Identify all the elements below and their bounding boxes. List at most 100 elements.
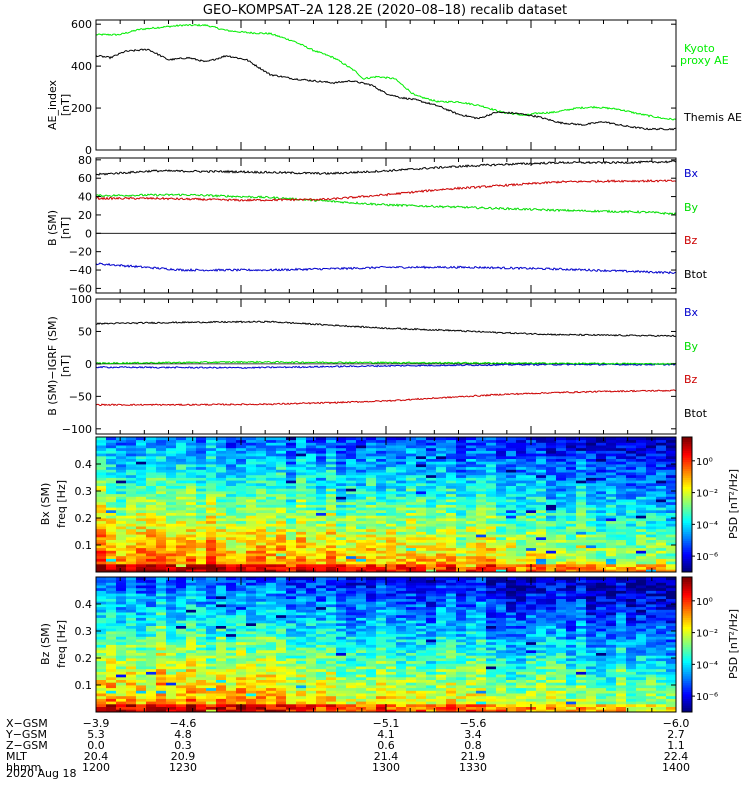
spectrogram-cell bbox=[96, 504, 107, 508]
colorbar-cell bbox=[682, 549, 692, 553]
spectrogram-cell bbox=[286, 585, 297, 589]
spectrogram-cell bbox=[276, 447, 287, 451]
spectrogram-cell bbox=[296, 480, 307, 484]
spectrogram-cell bbox=[216, 464, 227, 468]
spectrogram-cell bbox=[246, 652, 257, 656]
spectrogram-cell bbox=[186, 445, 197, 449]
spectrogram-cell bbox=[486, 545, 497, 549]
spectrogram-cell bbox=[346, 496, 357, 500]
spectrogram-cell bbox=[356, 649, 367, 653]
spectrogram-cell bbox=[306, 649, 317, 653]
spectrogram-cell bbox=[366, 577, 377, 581]
spectrogram-cell bbox=[266, 671, 277, 675]
spectrogram-cell bbox=[476, 488, 487, 492]
spectrogram-cell bbox=[666, 553, 677, 557]
spectrogram-cell bbox=[656, 447, 667, 451]
spectrogram-cell bbox=[406, 534, 417, 538]
spectrogram-cell bbox=[306, 504, 317, 508]
spectrogram-cell bbox=[626, 491, 637, 495]
spectrogram-cell bbox=[256, 647, 267, 651]
spectrogram-cell bbox=[646, 493, 657, 497]
spectrogram-cell bbox=[526, 528, 537, 532]
spectrogram-cell bbox=[356, 614, 367, 618]
spectrogram-cell bbox=[326, 585, 337, 589]
spectrogram-cell bbox=[216, 496, 227, 500]
spectrogram-cell bbox=[456, 442, 467, 446]
spectrogram-cell bbox=[466, 555, 477, 559]
spectrogram-cell bbox=[346, 587, 357, 591]
spectrogram-cell bbox=[176, 625, 187, 629]
spectrogram-cell bbox=[446, 442, 457, 446]
spectrogram-cell bbox=[356, 676, 367, 680]
spectrogram-cell bbox=[316, 561, 327, 565]
spectrogram-cell bbox=[466, 561, 477, 565]
spectrogram-cell bbox=[136, 555, 147, 559]
spectrogram-cell bbox=[416, 485, 427, 489]
spectrogram-cell bbox=[286, 703, 297, 707]
spectrogram-cell bbox=[346, 609, 357, 613]
spectrogram-cell bbox=[216, 604, 227, 608]
spectrogram-cell bbox=[636, 488, 647, 492]
spectrogram-cell bbox=[376, 555, 387, 559]
spectrogram-cell bbox=[186, 520, 197, 524]
series-line-by bbox=[95, 193, 677, 216]
spectrogram-cell bbox=[456, 445, 467, 449]
spectrogram-cell bbox=[246, 528, 257, 532]
spectrogram-cell bbox=[546, 561, 557, 565]
spectrogram-cell bbox=[166, 569, 177, 573]
spectrogram-cell bbox=[206, 561, 217, 565]
spectrogram-cell bbox=[286, 658, 297, 662]
spectrogram-cell bbox=[286, 633, 297, 637]
spectrogram-cell bbox=[246, 698, 257, 702]
legend-igrf-btot: Btot bbox=[684, 407, 708, 420]
spectrogram-cell bbox=[646, 542, 657, 546]
spectrogram-cell bbox=[96, 445, 107, 449]
spectrogram-cell bbox=[256, 606, 267, 610]
spectrogram-cell bbox=[356, 450, 367, 454]
spectrogram-cell bbox=[106, 579, 117, 583]
spectrogram-cell bbox=[126, 612, 137, 616]
spectrogram-cell bbox=[376, 523, 387, 527]
spectrogram-cell bbox=[166, 587, 177, 591]
spectrogram-cell bbox=[116, 614, 127, 618]
spectrogram-cell bbox=[336, 666, 347, 670]
spectrogram-cell bbox=[546, 496, 557, 500]
spectrogram-cell bbox=[296, 577, 307, 581]
spectrogram-cell bbox=[176, 512, 187, 516]
spectrogram-cell bbox=[306, 526, 317, 530]
spectrogram-cell bbox=[336, 469, 347, 473]
spectrogram-cell bbox=[96, 671, 107, 675]
spectrogram-cell bbox=[356, 595, 367, 599]
spectrogram-cell bbox=[506, 545, 517, 549]
spectrogram-cell bbox=[136, 450, 147, 454]
spectrogram-cell bbox=[216, 631, 227, 635]
spectrogram-cell bbox=[146, 595, 157, 599]
spectrogram-cell bbox=[236, 518, 247, 522]
spectrogram-cell bbox=[446, 447, 457, 451]
spectrogram-cell bbox=[486, 496, 497, 500]
spectrogram-cell bbox=[216, 663, 227, 667]
spectrogram-cell bbox=[566, 480, 577, 484]
spectrogram-cell bbox=[556, 534, 567, 538]
spectrogram-cell bbox=[456, 515, 467, 519]
spectrogram-cell bbox=[296, 536, 307, 540]
spectrogram-cell bbox=[306, 507, 317, 511]
spectrogram-cell bbox=[136, 676, 147, 680]
spectrogram-cell bbox=[376, 528, 387, 532]
spectrogram-cell bbox=[266, 641, 277, 645]
spectrogram-cell bbox=[236, 474, 247, 478]
spectrogram-cell bbox=[226, 445, 237, 449]
spectrogram-cell bbox=[446, 439, 457, 443]
spectrogram-cell bbox=[266, 598, 277, 602]
spectrogram-cell bbox=[186, 641, 197, 645]
spectrogram-cell bbox=[256, 534, 267, 538]
spectrogram-cell bbox=[196, 685, 207, 689]
spectrogram-cell bbox=[116, 668, 127, 672]
spectrogram-cell bbox=[236, 609, 247, 613]
spectrogram-cell bbox=[126, 644, 137, 648]
spectrogram-cell bbox=[216, 617, 227, 621]
spectrogram-cell bbox=[406, 609, 417, 613]
spectrogram-cell bbox=[336, 504, 347, 508]
spectrogram-cell bbox=[366, 450, 377, 454]
spectrogram-cell bbox=[636, 531, 647, 535]
